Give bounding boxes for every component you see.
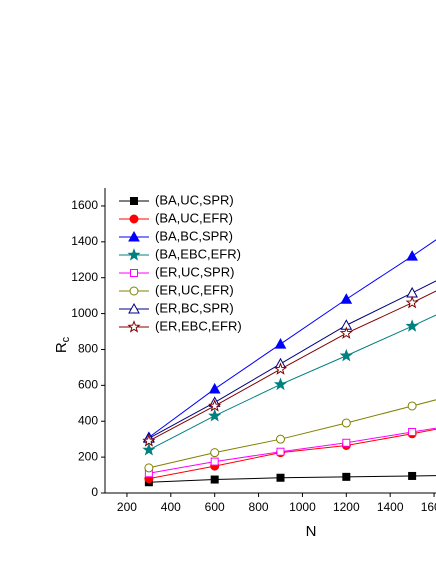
data-point bbox=[276, 434, 285, 444]
data-point bbox=[273, 362, 288, 375]
data-point bbox=[144, 463, 154, 473]
legend-label: (ER,UC,SPR) bbox=[155, 264, 234, 279]
data-point bbox=[276, 473, 285, 482]
legend-label: (BA,BC,SPR) bbox=[155, 228, 233, 243]
x-axis-label: N bbox=[306, 523, 317, 540]
legend-marker bbox=[127, 320, 141, 333]
legend-label: (BA,EBC,EFR) bbox=[155, 246, 241, 261]
series-line bbox=[148, 290, 436, 442]
data-point bbox=[342, 438, 351, 447]
y-tick-label: 1600 bbox=[71, 198, 98, 212]
data-point bbox=[208, 399, 222, 412]
x-tick-label: 1000 bbox=[289, 500, 316, 514]
y-axis-label-main: R bbox=[53, 342, 70, 353]
legend-label: (BA,UC,SPR) bbox=[155, 192, 234, 207]
legend-marker bbox=[130, 269, 138, 277]
data-point bbox=[210, 457, 219, 466]
data-point bbox=[406, 250, 418, 261]
data-point bbox=[405, 319, 419, 332]
data-point bbox=[273, 377, 288, 391]
x-tick-label: 200 bbox=[117, 500, 137, 514]
series-line bbox=[148, 239, 436, 438]
legend-marker bbox=[127, 248, 141, 261]
legend-marker bbox=[130, 197, 138, 205]
legend-label: (ER,BC,SPR) bbox=[155, 300, 234, 315]
data-point bbox=[342, 472, 351, 481]
legend-marker bbox=[129, 286, 139, 296]
x-tick-label: 800 bbox=[249, 500, 269, 514]
x-tick-label: 600 bbox=[205, 500, 225, 514]
y-axis-label: Rc bbox=[53, 336, 72, 353]
data-point bbox=[208, 382, 221, 394]
legend-label: (ER,EBC,EFR) bbox=[155, 318, 242, 333]
data-point bbox=[208, 408, 222, 422]
data-point bbox=[276, 447, 285, 456]
x-tick-label: 1600 bbox=[421, 500, 436, 514]
data-point bbox=[142, 434, 156, 447]
y-tick-label: 200 bbox=[78, 449, 98, 463]
legend-label: (ER,UC,EFR) bbox=[155, 282, 234, 297]
series-line bbox=[148, 475, 436, 483]
series-line bbox=[148, 399, 436, 469]
x-tick-label: 400 bbox=[161, 500, 181, 514]
y-tick-label: 1200 bbox=[71, 270, 98, 284]
data-point bbox=[340, 293, 353, 304]
data-point bbox=[142, 443, 156, 456]
data-point bbox=[408, 428, 417, 436]
data-point bbox=[341, 418, 351, 428]
y-tick-label: 0 bbox=[91, 485, 98, 499]
data-point bbox=[210, 448, 220, 458]
y-tick-label: 800 bbox=[78, 342, 98, 356]
y-tick-label: 400 bbox=[78, 413, 98, 427]
data-point bbox=[408, 471, 417, 480]
y-tick-label: 600 bbox=[78, 378, 98, 392]
series-line bbox=[148, 314, 436, 451]
x-tick-label: 1200 bbox=[333, 500, 360, 514]
y-axis-label-sub: c bbox=[60, 336, 72, 342]
y-tick-label: 1000 bbox=[71, 306, 98, 320]
x-tick-label: 1400 bbox=[377, 500, 404, 514]
legend-label: (BA,UC,EFR) bbox=[155, 210, 233, 225]
data-point bbox=[339, 348, 353, 362]
data-point bbox=[339, 326, 353, 339]
series-line bbox=[148, 280, 436, 439]
series-line bbox=[148, 428, 436, 480]
data-point bbox=[406, 286, 418, 298]
legend-marker bbox=[129, 214, 139, 224]
data-point bbox=[407, 401, 417, 411]
y-tick-label: 1400 bbox=[71, 234, 98, 248]
legend-marker bbox=[128, 230, 140, 242]
legend-marker bbox=[128, 302, 140, 314]
data-point bbox=[405, 295, 419, 309]
data-point bbox=[274, 338, 287, 349]
series-line bbox=[148, 427, 436, 474]
data-point bbox=[210, 475, 219, 484]
